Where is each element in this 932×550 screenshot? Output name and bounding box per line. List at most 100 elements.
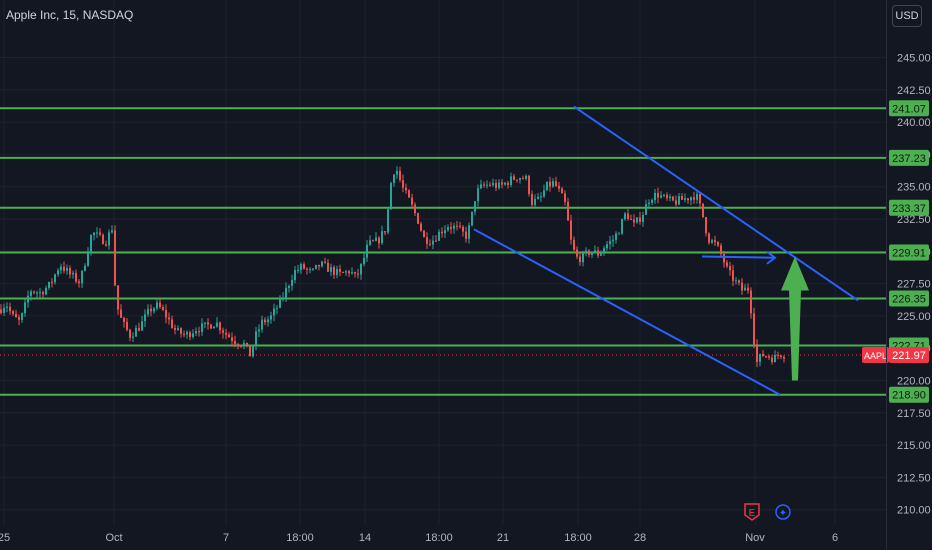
candle-body bbox=[222, 330, 224, 333]
level-badge bbox=[889, 290, 929, 307]
candle-body bbox=[702, 203, 704, 218]
candle-body bbox=[612, 239, 614, 242]
earnings-flag[interactable]: E bbox=[744, 503, 760, 521]
y-tick-label: 240.00 bbox=[897, 117, 931, 129]
candle-body bbox=[645, 204, 647, 215]
candle-body bbox=[198, 331, 200, 333]
candle-body bbox=[495, 183, 497, 188]
candle-body bbox=[387, 209, 389, 233]
candle-body bbox=[762, 353, 764, 357]
candle-body bbox=[342, 272, 344, 274]
descending-channel-upper-line[interactable] bbox=[573, 105, 859, 302]
candle-body bbox=[252, 345, 254, 357]
candle-body bbox=[594, 250, 596, 253]
candle-body bbox=[204, 322, 206, 324]
symbol-badge-label: AAPL bbox=[864, 351, 887, 361]
candle-body bbox=[558, 185, 560, 189]
candle-body bbox=[735, 280, 737, 282]
candle-body bbox=[687, 198, 689, 201]
candle-body bbox=[471, 211, 473, 226]
candle-body bbox=[240, 345, 242, 347]
candle-body bbox=[75, 272, 77, 282]
candle-body bbox=[582, 252, 584, 263]
candle-body bbox=[210, 324, 212, 329]
last-price-badge bbox=[889, 347, 929, 364]
candle-body bbox=[609, 241, 611, 245]
candle-body bbox=[234, 341, 236, 345]
candle-body bbox=[690, 197, 692, 201]
y-tick-label: 245.00 bbox=[897, 53, 931, 65]
candle-body bbox=[441, 231, 443, 234]
time-axis[interactable]: 25 Oct 7 18:00 14 18:00 21 18:00 28 Nov 6 bbox=[0, 532, 838, 544]
candle-body bbox=[585, 250, 587, 253]
candle-body bbox=[432, 240, 434, 245]
candle-body bbox=[381, 231, 383, 244]
candle-body bbox=[366, 244, 368, 258]
candle-body bbox=[243, 342, 245, 347]
candle-body bbox=[129, 329, 131, 338]
horizontal-arrow-line[interactable] bbox=[701, 255, 776, 259]
candle-body bbox=[138, 327, 140, 331]
candle-body bbox=[660, 195, 662, 198]
descending-channel-lower-line[interactable] bbox=[473, 228, 781, 396]
candle-body bbox=[369, 240, 371, 245]
candle-body bbox=[54, 274, 56, 283]
candle-body bbox=[246, 342, 248, 346]
event-markers[interactable]: E ✦ bbox=[744, 503, 791, 521]
candle-body bbox=[603, 248, 605, 253]
earnings-flag-label: E bbox=[749, 508, 756, 519]
candle-body bbox=[510, 176, 512, 185]
y-tick-label: 225.00 bbox=[897, 311, 931, 323]
candle-body bbox=[378, 237, 380, 244]
candle-body bbox=[501, 182, 503, 185]
candle-body bbox=[777, 354, 779, 356]
candle-body bbox=[201, 323, 203, 332]
candle-body bbox=[324, 261, 326, 263]
currency-button[interactable]: USD bbox=[892, 5, 922, 27]
dividend-star[interactable]: ✦ bbox=[775, 504, 791, 520]
candle-body bbox=[105, 244, 107, 246]
candle-body bbox=[228, 334, 230, 338]
candle-body bbox=[186, 332, 188, 335]
candle-body bbox=[717, 242, 719, 246]
candle-body bbox=[312, 268, 314, 270]
candle-body bbox=[117, 285, 119, 310]
x-tick-label: 6 bbox=[832, 532, 838, 544]
candle-body bbox=[726, 262, 728, 267]
level-badge-label: 241.07 bbox=[892, 103, 926, 115]
up-arrow-shape[interactable] bbox=[781, 256, 809, 381]
candle-body bbox=[402, 180, 404, 188]
candle-body bbox=[720, 245, 722, 255]
candle-body bbox=[453, 225, 455, 229]
candle-body bbox=[267, 319, 269, 323]
candle-body bbox=[33, 291, 35, 293]
support-resistance-levels[interactable] bbox=[0, 107, 886, 396]
candle-body bbox=[270, 315, 272, 320]
candle-body bbox=[285, 287, 287, 298]
candle-body bbox=[189, 332, 191, 337]
candle-body bbox=[87, 252, 89, 266]
y-tick-label: 210.00 bbox=[897, 505, 931, 517]
candle-body bbox=[549, 181, 551, 187]
horizontal-arrow-head[interactable] bbox=[766, 250, 777, 265]
x-tick-label: Nov bbox=[745, 532, 765, 544]
candle-body bbox=[45, 287, 47, 295]
candle-body bbox=[684, 198, 686, 200]
candle-body bbox=[126, 321, 128, 330]
candle-body bbox=[678, 196, 680, 205]
candle-body bbox=[723, 254, 725, 263]
price-axis[interactable]: 245.00242.50240.00237.50235.00232.50230.… bbox=[862, 53, 931, 517]
candle-body bbox=[696, 193, 698, 200]
candle-body bbox=[771, 357, 773, 363]
candle-body bbox=[705, 217, 707, 234]
drawings[interactable] bbox=[473, 105, 859, 396]
candle-body bbox=[711, 240, 713, 243]
candle-body bbox=[258, 329, 260, 332]
candle-body bbox=[429, 243, 431, 245]
candle-body bbox=[81, 270, 83, 284]
candle-body bbox=[249, 345, 251, 357]
candle-body bbox=[399, 170, 401, 181]
candle-body bbox=[354, 272, 356, 274]
level-badge-label: 218.90 bbox=[892, 390, 926, 402]
